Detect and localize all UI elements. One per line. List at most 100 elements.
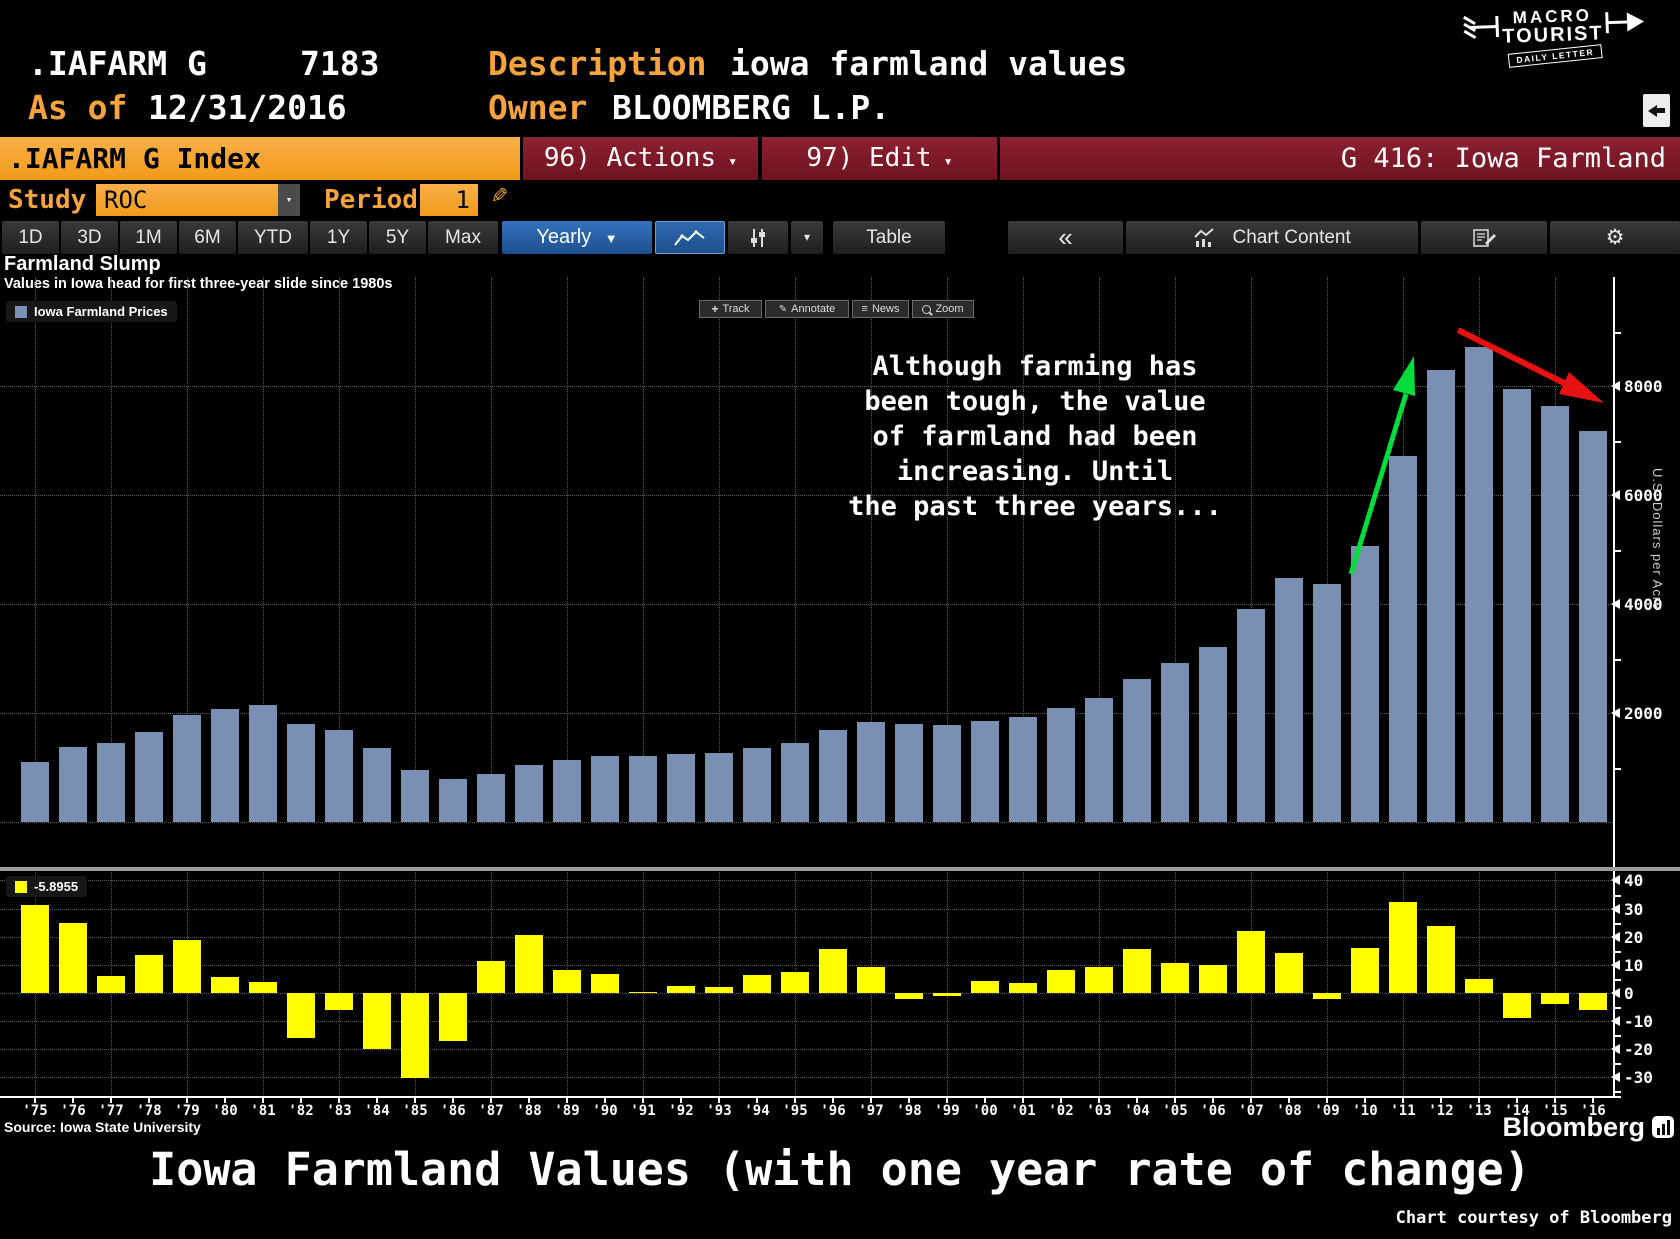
range-max-button[interactable]: Max (428, 221, 498, 254)
x-tick-label: '76 (60, 1103, 86, 1119)
roc-bar (1541, 992, 1569, 1004)
y-tick-arrow (1611, 903, 1620, 914)
x-axis-line (0, 1096, 1621, 1098)
y-tick-minor (1613, 331, 1621, 334)
owner-value: BLOOMBERG L.P. (612, 88, 891, 127)
main-bar (1199, 647, 1227, 822)
y-tick-minor (1613, 767, 1621, 770)
main-legend-label: Iowa Farmland Prices (34, 304, 168, 319)
collapse-panel-button[interactable]: « (1008, 221, 1123, 254)
x-tick (148, 1098, 150, 1103)
annotation-editor-button[interactable] (1421, 221, 1547, 254)
x-tick (756, 1098, 758, 1103)
chart-content-label: Chart Content (1232, 227, 1351, 248)
chart-content-icon (1194, 228, 1214, 247)
gridline-vertical (871, 277, 872, 822)
send-page-icon[interactable] (1643, 94, 1670, 127)
main-bar (1047, 708, 1075, 822)
down-trend-arrow-shaft (1456, 327, 1572, 389)
main-bar (667, 753, 695, 822)
range-3d-button[interactable]: 3D (61, 221, 118, 254)
source-note: Source: Iowa State University (4, 1119, 201, 1135)
chart-content-button[interactable]: Chart Content (1126, 221, 1418, 254)
y-tick-minor (1613, 1035, 1621, 1038)
security-command-field[interactable]: .IAFARM G Index (0, 137, 520, 180)
bloomberg-wordmark: Bloomberg (1502, 1112, 1645, 1142)
x-tick (1250, 1098, 1252, 1103)
table-button[interactable]: Table (833, 221, 945, 254)
line-chart-icon (674, 230, 705, 246)
x-tick-label: '08 (1276, 1103, 1302, 1119)
chart-type-dropdown-button[interactable]: ▾ (791, 221, 823, 254)
main-bar (1541, 406, 1569, 822)
x-tick-label: '15 (1542, 1103, 1568, 1119)
bloomberg-logo-icon (1652, 1116, 1674, 1138)
roc-bar (59, 922, 87, 993)
main-bar (97, 742, 125, 822)
x-tick (1060, 1098, 1062, 1103)
y-tick-arrow (1611, 931, 1620, 942)
main-bar (1389, 456, 1417, 822)
edit-label: 97) Edit (806, 143, 932, 173)
range-1y-button[interactable]: 1Y (310, 221, 367, 254)
range-1d-button[interactable]: 1D (2, 221, 59, 254)
y-tick-arrow (1611, 959, 1620, 970)
range-1m-button[interactable]: 1M (120, 221, 177, 254)
study-select[interactable]: ROC (96, 184, 278, 216)
main-bar (515, 764, 543, 822)
roc-bar (1503, 992, 1531, 1018)
main-bar (895, 723, 923, 822)
x-tick (490, 1098, 492, 1103)
y-tick-minor (1613, 1007, 1621, 1009)
gridline-horizontal (0, 908, 1613, 910)
down-trend-arrow-head (1559, 372, 1604, 403)
main-bar (857, 721, 885, 822)
range-5y-button[interactable]: 5Y (369, 221, 426, 254)
roc-bar (933, 992, 961, 997)
period-input[interactable]: 1 (420, 184, 478, 216)
x-tick-label: '84 (364, 1103, 390, 1119)
main-series-legend[interactable]: Iowa Farmland Prices (6, 301, 177, 322)
x-tick-label: '83 (326, 1103, 352, 1119)
actions-button[interactable]: 96) Actions ▾ (523, 137, 758, 180)
news-button[interactable]: ≡ News (852, 300, 909, 318)
y-tick-label: 6000 (1624, 486, 1663, 505)
news-list-icon: ≡ (861, 303, 868, 315)
panel-separator[interactable] (0, 867, 1680, 871)
roc-series-legend[interactable]: -5.8955 (6, 876, 88, 897)
x-tick (1212, 1098, 1214, 1103)
main-bar (743, 748, 771, 822)
gridline-vertical (1327, 277, 1328, 822)
line-chart-type-button[interactable] (655, 221, 725, 254)
period-label: Period (324, 185, 418, 215)
annotate-button[interactable]: ✎ Annotate (765, 300, 849, 318)
main-bar (363, 748, 391, 822)
x-tick (908, 1098, 910, 1103)
edit-button[interactable]: 97) Edit ▾ (762, 137, 997, 180)
track-button[interactable]: + Track (699, 300, 762, 318)
x-tick-label: '11 (1390, 1103, 1416, 1119)
candle-settings-button[interactable] (728, 221, 788, 254)
zoom-magnifier-icon (922, 304, 932, 314)
range-ytd-button[interactable]: YTD (238, 221, 308, 254)
gridline-vertical (1555, 872, 1556, 1097)
x-tick-label: '04 (1124, 1103, 1150, 1119)
note-edit-icon (1473, 229, 1496, 247)
zoom-button[interactable]: Zoom (912, 300, 974, 318)
gridline-horizontal (0, 713, 1613, 714)
settings-button[interactable]: ⚙ (1550, 221, 1680, 254)
sliders-icon (751, 228, 765, 247)
gridline-vertical (643, 277, 644, 822)
image-caption-title: Iowa Farmland Values (with one year rate… (149, 1143, 1531, 1196)
main-bar (1237, 609, 1265, 822)
roc-bar (21, 904, 49, 993)
range-6m-button[interactable]: 6M (179, 221, 236, 254)
main-bar (21, 762, 49, 822)
study-dropdown-button[interactable]: ▾ (278, 184, 300, 216)
x-tick-label: '98 (896, 1103, 922, 1119)
x-tick (794, 1098, 796, 1103)
x-tick-label: '06 (1200, 1103, 1226, 1119)
frequency-select[interactable]: Yearly ▼ (502, 221, 652, 254)
x-tick (1174, 1098, 1176, 1103)
main-bar (971, 720, 999, 822)
